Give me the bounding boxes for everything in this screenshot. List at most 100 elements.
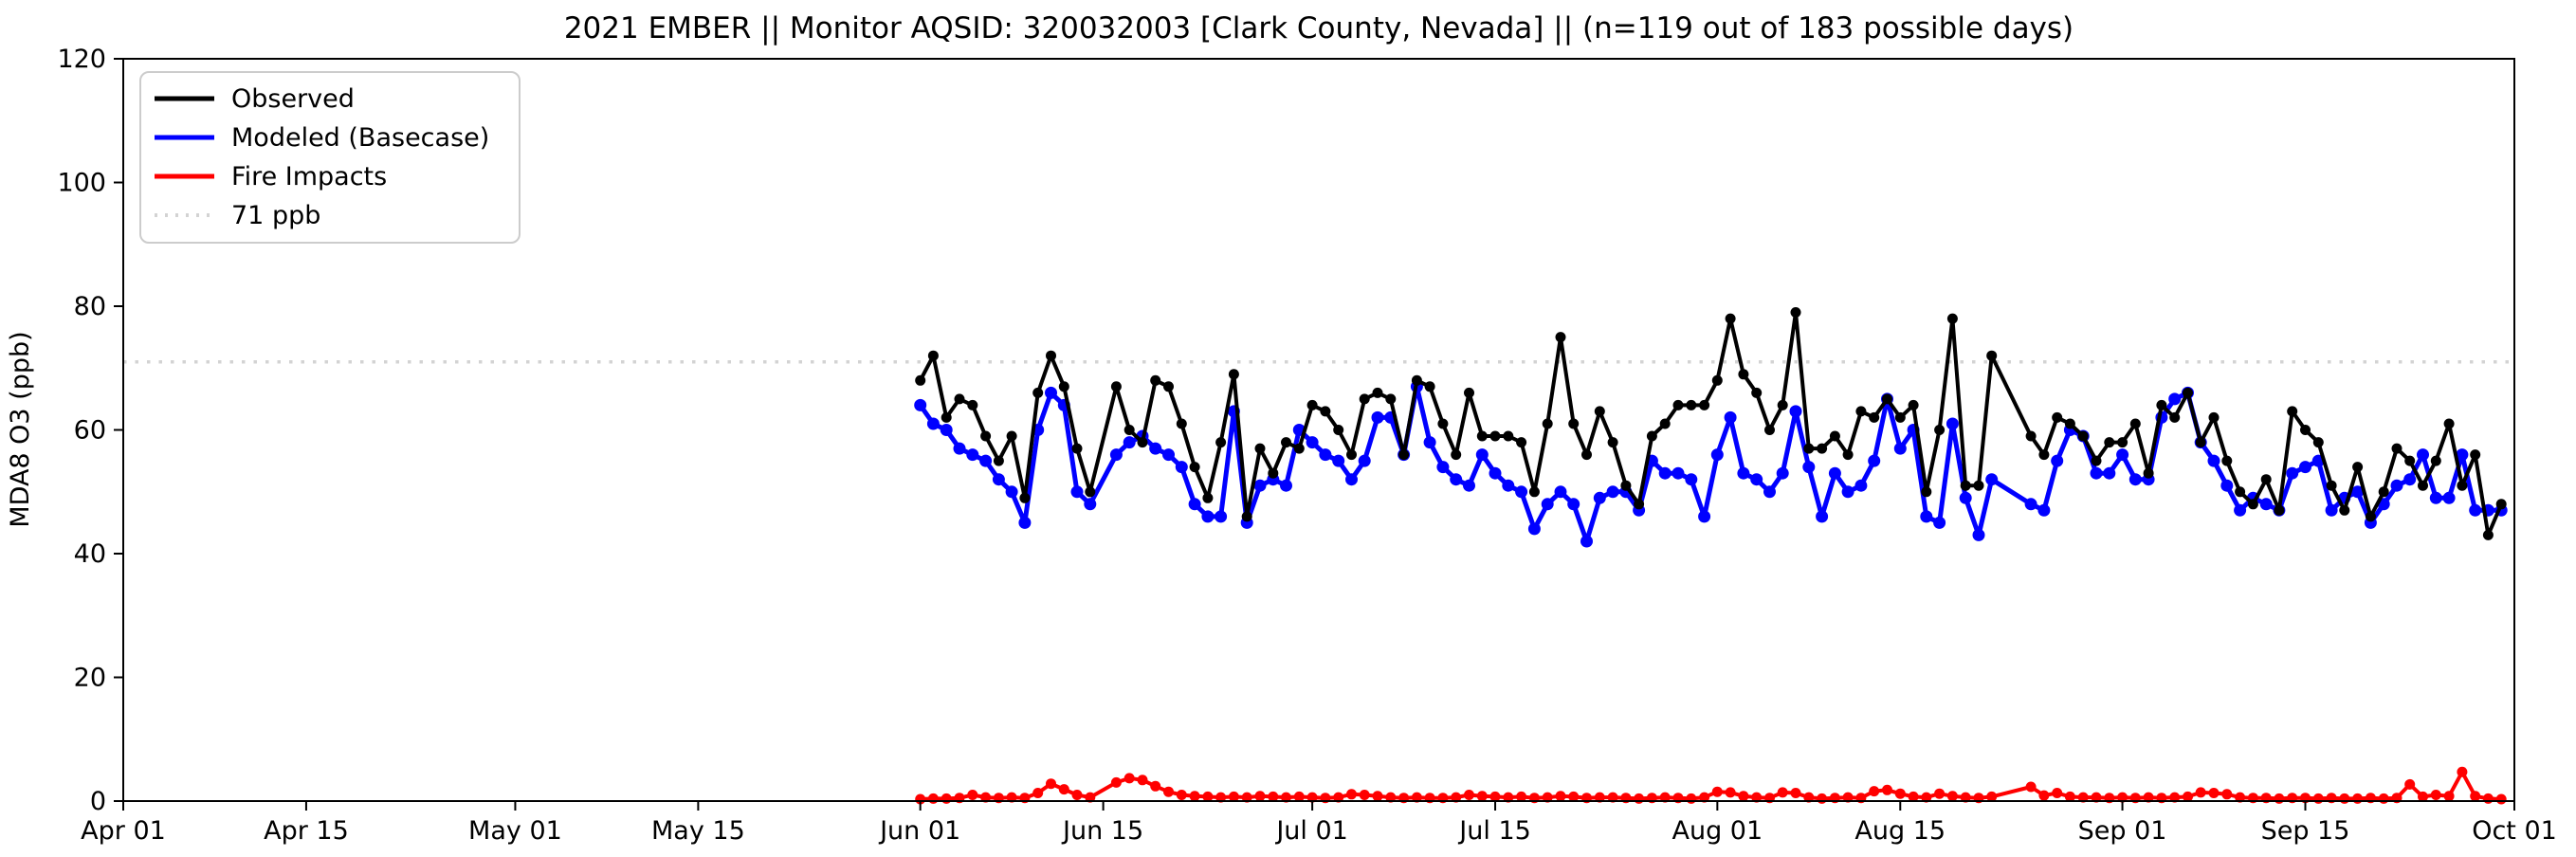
observed-point: [2470, 449, 2481, 461]
modeled-point: [1201, 510, 1215, 523]
modeled-point: [1893, 442, 1907, 455]
observed-point: [2365, 511, 2376, 522]
modeled-point: [1841, 485, 1854, 499]
observed-point: [2117, 437, 2128, 448]
observed-point: [1960, 480, 1971, 491]
x-axis-tick-label: Sep 15: [2261, 816, 2350, 846]
modeled-point: [1710, 448, 1724, 462]
modeled-point: [1162, 448, 1175, 462]
legend-label-threshold: 71 ppb: [231, 201, 320, 230]
fire-point: [1842, 792, 1854, 803]
observed-point: [2260, 474, 2272, 485]
observed-point: [2143, 467, 2154, 479]
x-axis-tick-label: May 01: [468, 816, 562, 846]
observed-point: [1699, 399, 1710, 410]
observed-point: [1646, 430, 1657, 442]
observed-point: [1228, 369, 1239, 380]
modeled-point: [1149, 442, 1162, 455]
observed-point: [2064, 418, 2075, 429]
fire-point: [1894, 788, 1906, 799]
observed-point: [2391, 443, 2402, 454]
observed-point: [2052, 411, 2063, 423]
observed-point: [1268, 467, 1279, 479]
modeled-point: [1527, 522, 1541, 536]
y-axis-tick-label: 40: [74, 539, 106, 569]
observed-point: [1372, 387, 1383, 398]
fire-point: [2339, 793, 2350, 804]
modeled-point: [1070, 485, 1084, 499]
modeled-point: [1502, 479, 1515, 492]
fire-point: [1594, 792, 1605, 803]
fire-point: [1503, 792, 1514, 803]
modeled-point: [1450, 473, 1463, 486]
modeled-point: [1436, 461, 1450, 474]
fire-point: [1058, 784, 1069, 795]
fire-point: [927, 793, 939, 804]
fire-point: [1946, 791, 1958, 802]
observed-point: [1986, 350, 1998, 361]
y-axis-tick-label: 20: [74, 664, 106, 693]
modeled-point: [1463, 479, 1475, 492]
fire-point: [1411, 792, 1422, 803]
x-axis-tick-label: Jun 01: [878, 816, 960, 846]
observed-point: [1817, 443, 1828, 454]
fire-point: [2443, 791, 2455, 802]
fire-point: [1790, 788, 1801, 798]
fire-point: [1542, 792, 1553, 803]
x-axis-tick-label: Apr 01: [81, 816, 166, 846]
axes-layer: 0 20 40 60 80 100 120 Apr 01 Apr 15 May 01 May 15 J…: [57, 45, 2556, 846]
observed-point: [1790, 307, 1801, 318]
observed-point: [1110, 381, 1122, 392]
modeled-point: [2103, 466, 2116, 480]
modeled-point: [1959, 491, 1972, 504]
modeled-point: [1789, 405, 1802, 418]
observed-point: [2091, 455, 2102, 466]
legend: Observed Modeled (Basecase) Fire Impacts…: [139, 71, 521, 244]
observed-point: [1516, 437, 1527, 448]
fire-point: [1293, 791, 1305, 802]
fire-point: [1202, 791, 1214, 802]
fire-point: [1346, 789, 1357, 800]
observed-point: [927, 350, 939, 361]
legend-label-observed: Observed: [231, 84, 355, 114]
observed-point: [1489, 430, 1501, 442]
observed-point: [1908, 399, 1919, 410]
modeled-point: [1554, 485, 1567, 499]
modeled-point: [1854, 479, 1868, 492]
fire-point: [1254, 791, 1266, 802]
modeled-point: [2417, 448, 2429, 462]
observed-point: [1476, 430, 1488, 442]
fire-point: [2418, 791, 2428, 802]
observed-point: [1189, 462, 1200, 473]
modeled-point: [2037, 503, 2051, 517]
modeled-point: [2325, 503, 2338, 517]
modeled-point: [2207, 454, 2220, 467]
observed-point: [2104, 437, 2115, 448]
observed-point: [1738, 369, 1749, 380]
modeled-point: [1253, 479, 1267, 492]
modeled-point: [2456, 448, 2469, 462]
modeled-point: [1371, 410, 1384, 424]
modeled-point: [2024, 498, 2037, 511]
fire-point: [1046, 778, 1056, 790]
fire-point: [1686, 793, 1697, 804]
modeled-point: [940, 424, 953, 436]
modeled-point: [1750, 473, 1763, 486]
fire-point: [1124, 773, 1135, 784]
observed-point: [2077, 430, 2089, 442]
fire-point: [2117, 792, 2128, 803]
fire-point: [1176, 790, 1187, 800]
fire-point: [2378, 793, 2389, 804]
observed-point: [2208, 411, 2220, 423]
observed-point: [1464, 387, 1474, 398]
modeled-point: [1672, 466, 1685, 480]
fire-point: [2064, 791, 2075, 802]
observed-point: [1829, 430, 1840, 442]
modeled-point: [1868, 454, 1881, 467]
modeled-point: [953, 442, 966, 455]
modeled-point: [1109, 448, 1123, 462]
modeled-point: [2259, 498, 2273, 511]
modeled-point: [926, 417, 940, 430]
fire-point: [1476, 791, 1488, 802]
